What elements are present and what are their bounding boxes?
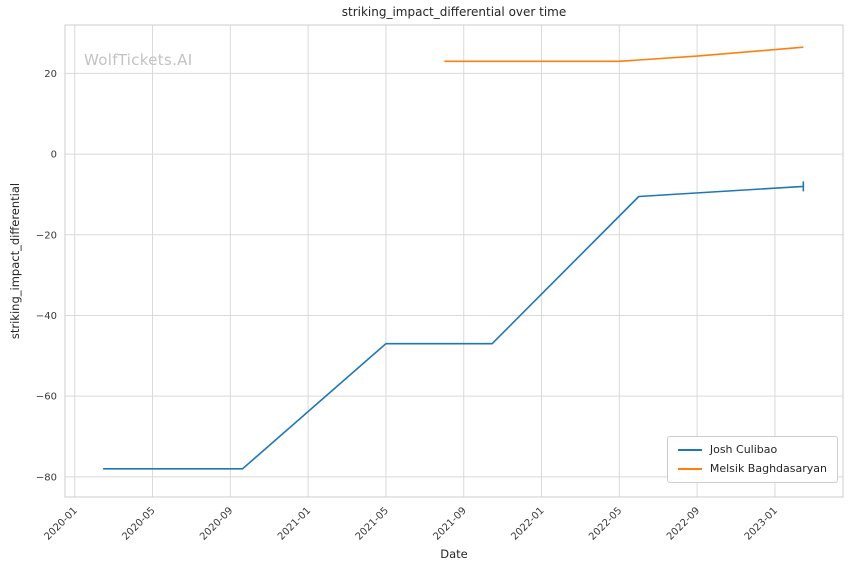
x-tick-label: 2020-09 [198, 505, 235, 542]
axes-spine [64, 24, 844, 498]
legend-item: Melsik Baghdasaryan [677, 462, 827, 476]
x-tick-label: 2021-01 [276, 505, 313, 542]
legend-label: Melsik Baghdasaryan [709, 462, 827, 475]
y-tick-label: −40 [36, 311, 57, 322]
chart-title: striking_impact_differential over time [341, 5, 567, 19]
y-axis-label: striking_impact_differential [8, 182, 22, 340]
series-lines [103, 46, 805, 470]
plot-border [64, 24, 844, 498]
x-axis-label: Date [440, 547, 468, 561]
y-tick-label: 20 [44, 69, 57, 80]
legend: Josh Culibao Melsik Baghdasaryan [666, 436, 838, 483]
x-tick-label: 2021-05 [354, 505, 391, 542]
x-tick-label: 2020-05 [120, 505, 157, 542]
legend-line-sample [677, 468, 702, 470]
x-tick-label: 2023-01 [743, 505, 780, 542]
y-tick-label: −80 [36, 472, 57, 483]
y-tick-label: −60 [36, 392, 57, 403]
x-tick-label: 2021-09 [432, 505, 469, 542]
y-tick-label: −20 [36, 230, 57, 241]
watermark-text: WolfTickets.AI [84, 51, 193, 69]
x-tick-label: 2022-09 [665, 505, 702, 542]
x-tick-label: 2020-01 [43, 505, 80, 542]
y-tick-label: 0 [51, 150, 57, 161]
gridlines [65, 25, 843, 497]
legend-item: Josh Culibao [677, 443, 827, 457]
series-line-josh-culibao [103, 185, 804, 470]
x-tick-label: 2022-05 [587, 505, 624, 542]
series-line-melsik-baghdasaryan [444, 46, 804, 63]
legend-line-sample [677, 449, 702, 451]
legend-label: Josh Culibao [709, 443, 778, 456]
x-tick-label: 2022-01 [509, 505, 546, 542]
